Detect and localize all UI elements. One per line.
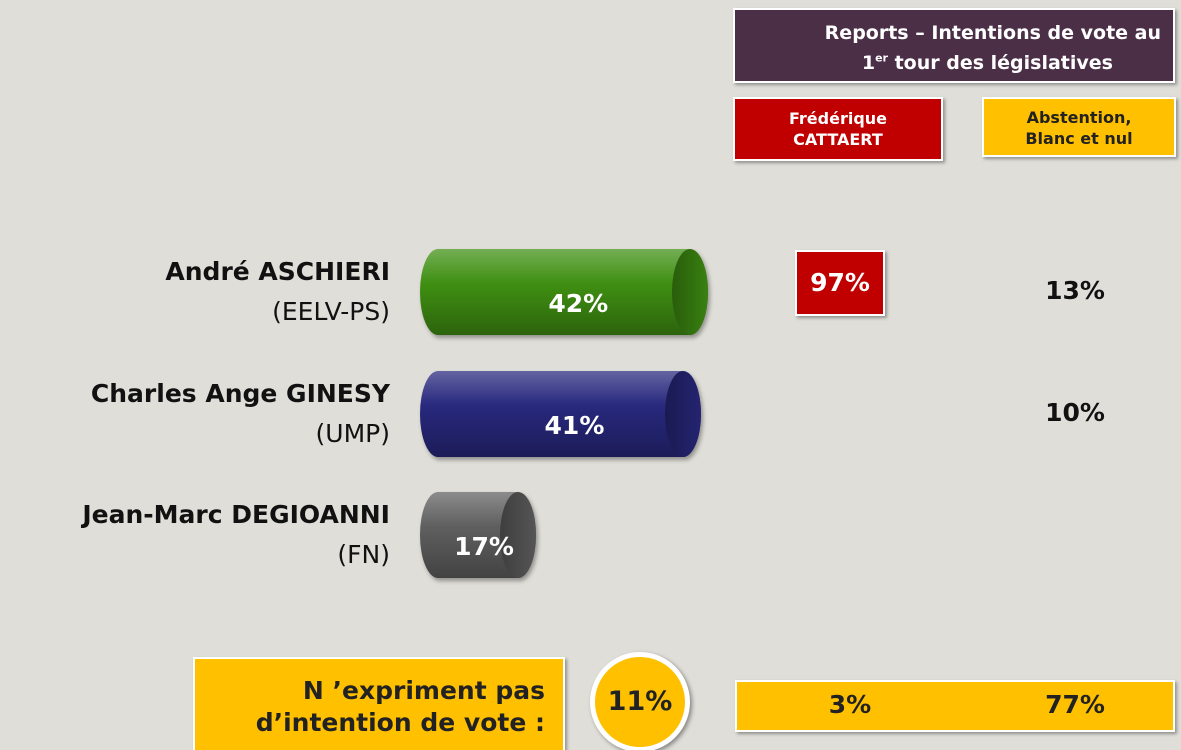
reports-title: Reports – Intentions de vote au (824, 22, 1161, 44)
report-cell: 13% (1045, 276, 1105, 305)
bar-cap (671, 249, 708, 335)
bar-cap (500, 492, 537, 578)
no-intention-value: 11% (590, 652, 690, 750)
category-party: (UMP) (315, 418, 390, 448)
column-header: Frédérique CATTAERT (733, 97, 943, 161)
category-name: André ASCHIERI (165, 257, 390, 286)
category-party: (EELV-PS) (272, 297, 390, 326)
reports-title: 1 (861, 52, 876, 75)
bar (420, 492, 537, 578)
no-intention-reports (735, 680, 1175, 732)
reports-title: er (875, 52, 888, 65)
category-name: Charles Ange GINESY (90, 378, 390, 408)
no-intention-report: 77% (1045, 690, 1105, 719)
no-intention-report: 3% (828, 690, 872, 719)
bar-label: 42% (548, 289, 609, 318)
category-party: (FN) (337, 540, 390, 569)
reports-header: Reports – Intentions de vote au 1er tour… (733, 8, 1175, 83)
column-header: Abstention, Blanc et nul (982, 97, 1176, 157)
bar-cap (664, 370, 701, 457)
report-cell: 97% (795, 250, 885, 316)
reports-title: tour des législatives (887, 52, 1113, 75)
bar-label: 41% (544, 410, 605, 440)
bar (420, 370, 701, 457)
bar (420, 249, 708, 335)
category-name: Jean-Marc DEGIOANNI (82, 500, 390, 529)
bar-label: 17% (454, 532, 514, 561)
report-cell: 10% (1045, 397, 1105, 427)
no-intention-label: N ’expriment pas d’intention de vote : (193, 657, 565, 750)
